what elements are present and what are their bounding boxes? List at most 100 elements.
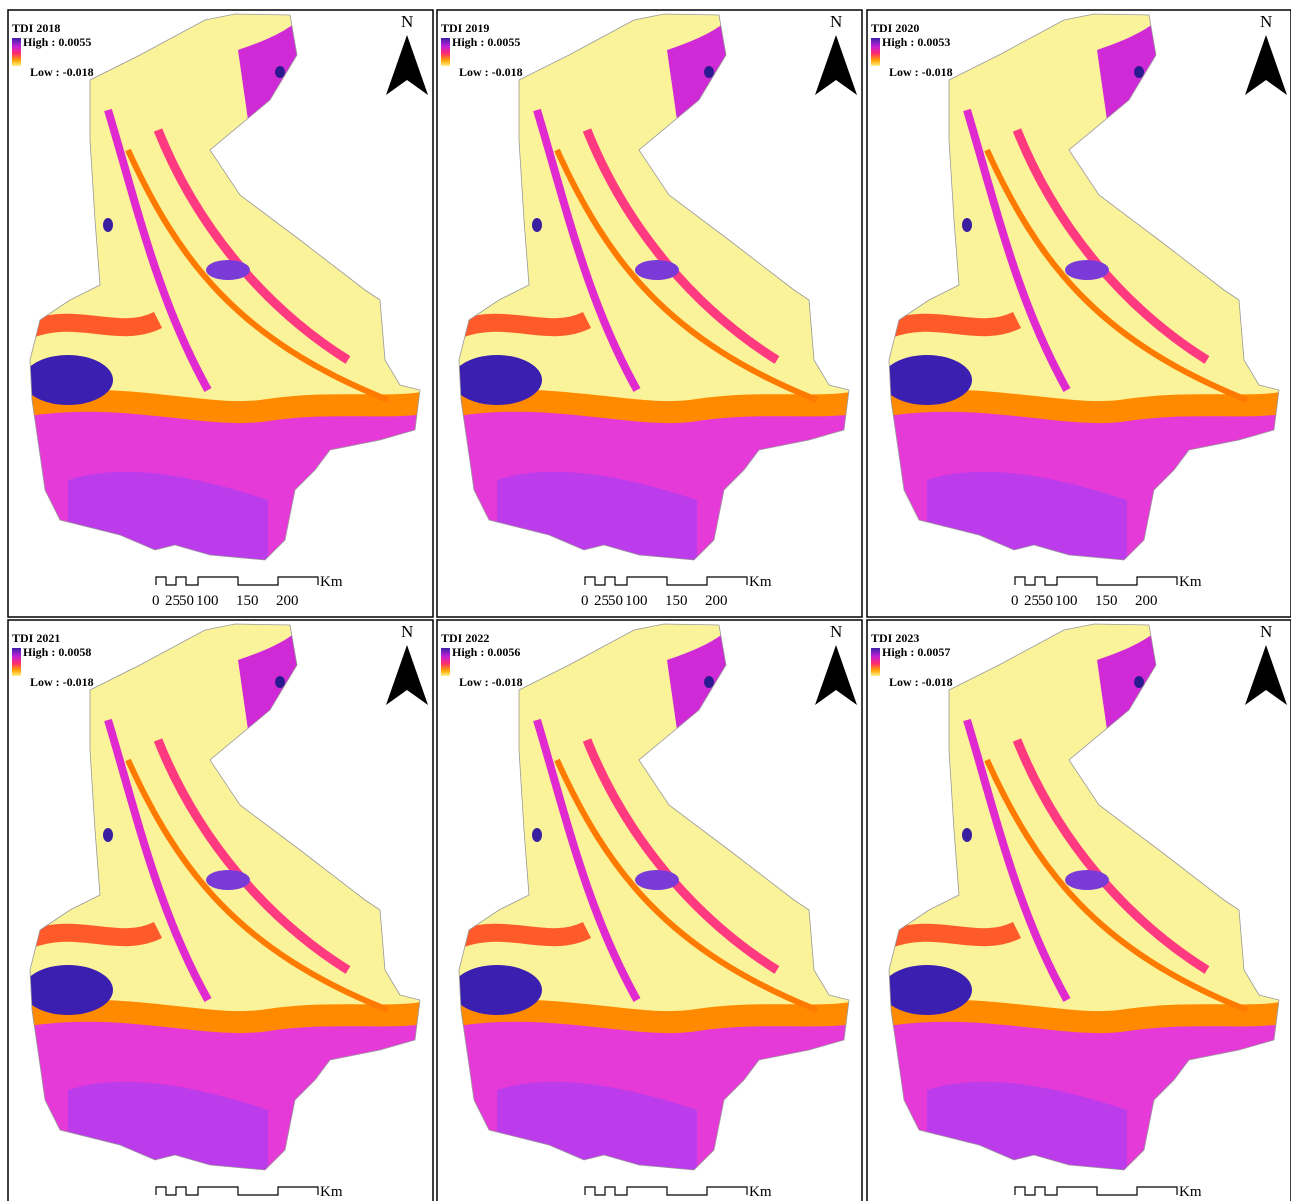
north-arrow: [386, 35, 428, 95]
purple-patch: [704, 66, 714, 78]
legend-low: Low : -0.018: [30, 675, 94, 689]
legend-ramp: [871, 648, 880, 676]
north-label: N: [401, 12, 413, 31]
scale-bar: [155, 1186, 319, 1196]
purple-patch: [532, 218, 542, 232]
magenta-ridge: [963, 108, 1071, 392]
scale-label: 150: [1095, 593, 1118, 609]
purple-patch: [103, 218, 113, 232]
orange-band: [889, 311, 1022, 339]
purple-patch: [1134, 676, 1144, 688]
north-arrow: [386, 645, 428, 705]
purple-patch: [206, 260, 250, 280]
magenta-ridge: [104, 108, 212, 392]
magenta-ridge: [104, 718, 212, 1002]
scale-label: 150: [665, 593, 688, 609]
legend-ramp: [871, 38, 880, 66]
scale-bar: [155, 576, 319, 586]
scale-label: 25: [594, 593, 609, 609]
legend-low: Low : -0.018: [459, 65, 523, 79]
panel-title: TDI 2021: [12, 631, 60, 645]
orange-ridge: [125, 148, 390, 403]
panel-title: TDI 2023: [871, 631, 919, 645]
scale-label: 200: [705, 593, 728, 609]
orange-band: [889, 921, 1022, 949]
map-outline: [888, 13, 1280, 561]
scale-unit: Km: [749, 574, 772, 590]
north-arrow: [1245, 35, 1287, 95]
legend-low: Low : -0.018: [889, 675, 953, 689]
legend-low: Low : -0.018: [30, 65, 94, 79]
map-body: [30, 14, 420, 560]
blue-patch: [30, 355, 113, 405]
scale-unit: Km: [1179, 1184, 1202, 1200]
magenta-ridge: [533, 718, 641, 1002]
orange-band: [459, 921, 592, 949]
legend-low: Low : -0.018: [889, 65, 953, 79]
north-label: N: [830, 622, 842, 641]
scale-label: 0: [581, 593, 589, 609]
north-arrow: [1245, 645, 1287, 705]
scale-unit: Km: [1179, 574, 1202, 590]
blue-patch: [459, 355, 542, 405]
purple-patch: [103, 828, 113, 842]
legend-ramp: [12, 38, 21, 66]
north-arrow: [815, 645, 857, 705]
legend-high: High : 0.0058: [23, 645, 91, 659]
panel-title: TDI 2020: [871, 21, 919, 35]
blue-patch: [889, 355, 972, 405]
purple-patch: [532, 828, 542, 842]
scale-unit: Km: [320, 1184, 343, 1200]
legend-high: High : 0.0053: [882, 35, 950, 49]
blue-patch: [889, 965, 972, 1015]
scale-label: 50: [608, 593, 623, 609]
north-label: N: [1260, 622, 1272, 641]
orange-ridge: [554, 148, 819, 403]
scale-label: 150: [236, 593, 259, 609]
scale-unit: Km: [320, 574, 343, 590]
orange-band: [459, 389, 849, 424]
legend-ramp: [441, 38, 450, 66]
map-outline: [29, 623, 421, 1171]
orange-ridge: [554, 758, 819, 1013]
legend-low: Low : -0.018: [459, 675, 523, 689]
map-outline: [888, 623, 1280, 1171]
panel-title: TDI 2019: [441, 21, 489, 35]
north-label: N: [401, 622, 413, 641]
scale-bar: [584, 576, 748, 586]
north-label: N: [830, 12, 842, 31]
scale-label: 0: [152, 593, 160, 609]
purple-patch: [1065, 870, 1109, 890]
scale-label: 50: [179, 593, 194, 609]
purple-patch: [635, 870, 679, 890]
purple-patch: [635, 260, 679, 280]
scale-label: 200: [276, 593, 299, 609]
legend-high: High : 0.0055: [452, 35, 520, 49]
scale-label: 100: [625, 593, 648, 609]
purple-patch: [1134, 66, 1144, 78]
legend-high: High : 0.0056: [452, 645, 520, 659]
panel-title: TDI 2018: [12, 21, 60, 35]
purple-patch: [275, 66, 285, 78]
scale-label: 200: [1135, 593, 1158, 609]
orange-ridge: [984, 758, 1249, 1013]
orange-band: [889, 389, 1279, 424]
north-label: N: [1260, 12, 1272, 31]
orange-band: [889, 999, 1279, 1034]
scale-unit: Km: [749, 1184, 772, 1200]
purple-patch: [962, 218, 972, 232]
legend-high: High : 0.0057: [882, 645, 950, 659]
north-arrow: [815, 35, 857, 95]
scale-bar: [1014, 576, 1178, 586]
panel-title: TDI 2022: [441, 631, 489, 645]
blue-patch: [459, 965, 542, 1015]
legend-ramp: [12, 648, 21, 676]
orange-band: [30, 389, 420, 424]
map-outline: [458, 13, 850, 561]
scale-label: 100: [196, 593, 219, 609]
